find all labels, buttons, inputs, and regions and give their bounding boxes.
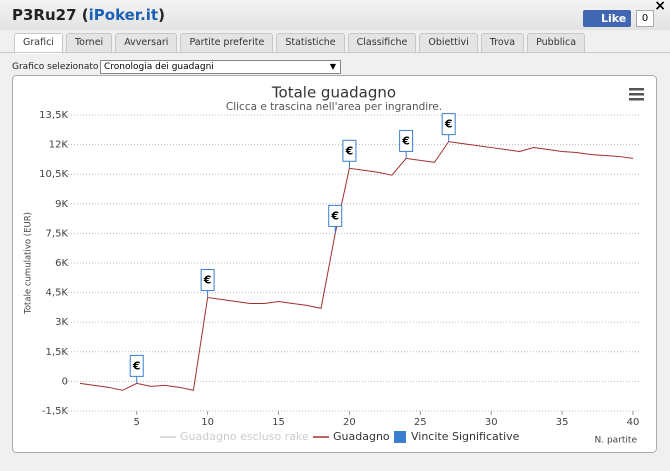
tab[interactable]: Pubblica: [527, 33, 586, 52]
user: P3Ru27 (: [12, 6, 89, 24]
header: P3Ru27 (iPoker.it) × Like 0: [0, 0, 670, 30]
flag-box: [328, 204, 343, 227]
tabs: Grafici Tornei Avversari Partite preferite S…: [14, 33, 586, 54]
flag-label: €: [345, 144, 354, 157]
flag: €: [129, 354, 144, 384]
x-tick-label: 15: [272, 417, 285, 428]
tab[interactable]: Statistiche: [276, 33, 345, 52]
legend-label[interactable]: Guadagno escluso rake: [180, 430, 309, 443]
legend-symbol: [394, 431, 406, 443]
x-tick-label: 40: [627, 417, 640, 428]
y-tick-label: 12K: [49, 140, 69, 151]
tab[interactable]: Obiettivi: [419, 33, 478, 52]
selected-option: Cronologia dei guadagni: [104, 62, 214, 72]
y-tick-label: 10,5K: [39, 169, 68, 180]
chart-title: Totale guadagno: [271, 84, 396, 102]
y-tick-label: 3K: [55, 317, 68, 328]
flag-box: [399, 129, 414, 152]
flag: €: [200, 269, 215, 298]
tab[interactable]: Partite preferite: [180, 33, 274, 52]
chart-select[interactable]: Cronologia dei guadagni: [100, 60, 341, 74]
tab[interactable]: Tornei: [65, 33, 113, 52]
window-title: P3Ru27 (iPoker.it): [12, 6, 165, 24]
flag: €: [328, 204, 343, 234]
close-button[interactable]: ×: [654, 0, 666, 14]
flag-box: [441, 113, 456, 136]
like-count: 0: [636, 10, 654, 27]
flag: €: [342, 139, 357, 169]
x-tick-label: 20: [343, 417, 356, 428]
tab[interactable]: Classifiche: [347, 33, 417, 52]
y-tick-label: 1,5K: [46, 347, 69, 358]
tab[interactable]: Grafici: [14, 33, 63, 54]
selector-label: Grafico selezionato: [12, 62, 99, 72]
y-tick-label: 4,5K: [46, 288, 69, 299]
tab[interactable]: Trova: [480, 33, 525, 52]
y-tick-label: -1,5K: [42, 406, 69, 417]
y-tick-label: 9K: [55, 199, 68, 210]
y-tick-label: 7,5K: [46, 228, 69, 239]
menu-icon[interactable]: [629, 88, 644, 101]
flag: €: [441, 113, 456, 142]
legend-label[interactable]: Guadagno: [333, 430, 390, 443]
x-tick-label: 25: [414, 417, 427, 428]
tab-border: [0, 52, 670, 53]
chart-panel: [12, 75, 657, 453]
flag-label: €: [330, 209, 339, 222]
line-series: [79, 141, 634, 391]
legend-label[interactable]: Vincite Significative: [411, 430, 520, 443]
y-tick-label: 6K: [55, 258, 68, 269]
y-axis-label: Totale cumulativo (EUR): [24, 212, 34, 315]
flag-label: €: [132, 359, 141, 372]
like-button[interactable]: Like: [583, 10, 632, 27]
flag: €: [399, 129, 414, 159]
x-tick-label: 30: [485, 417, 498, 428]
flag-box: [200, 269, 215, 292]
x-axis-label: N. partite: [595, 436, 638, 446]
site-link[interactable]: iPoker.it: [88, 6, 159, 24]
paren: ): [158, 6, 165, 24]
flag-label: €: [444, 118, 453, 131]
tab[interactable]: Avversari: [115, 33, 178, 52]
y-tick-label: 0: [62, 376, 68, 387]
chart-subtitle: Clicca e trascina nell'area per ingrandi…: [226, 101, 442, 113]
flag-label: €: [401, 134, 410, 147]
flag-box: [342, 139, 357, 162]
x-tick-label: 5: [134, 417, 140, 428]
x-tick-label: 10: [201, 417, 214, 428]
flag-label: €: [203, 274, 212, 287]
flag-box: [129, 354, 144, 377]
y-tick-label: 13,5K: [39, 110, 68, 121]
x-tick-label: 35: [556, 417, 569, 428]
